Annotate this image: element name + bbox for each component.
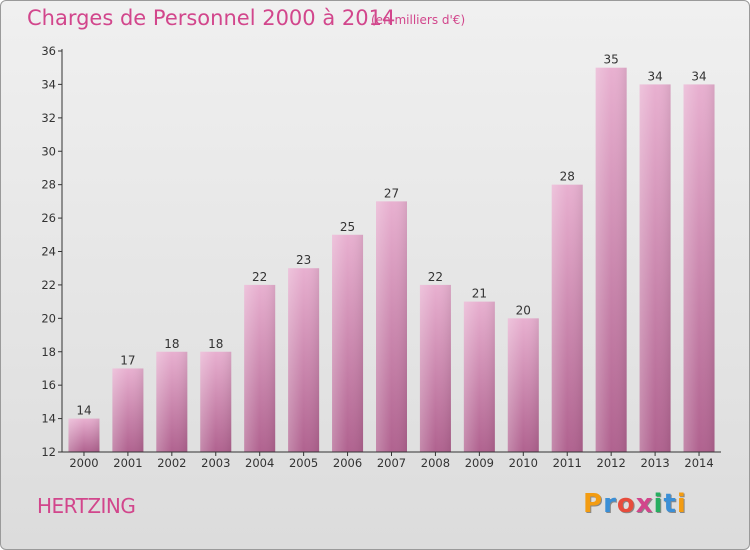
data-label: 34 [647, 69, 662, 83]
proxiti-logo: Proxiti [583, 489, 687, 519]
x-tick-label: 2012 [597, 456, 626, 470]
x-tick-label: 2011 [553, 456, 582, 470]
logo-letter: i [653, 489, 664, 519]
y-tick-label: 28 [41, 178, 56, 192]
y-tick-label: 20 [41, 311, 56, 325]
logo-letter: i [676, 489, 687, 519]
x-tick-label: 2006 [333, 456, 362, 470]
chart-title: Charges de Personnel 2000 à 2014 [27, 6, 396, 30]
bar-shade [112, 368, 144, 452]
x-tick-label: 2010 [509, 456, 538, 470]
x-tick-label: 2004 [245, 456, 274, 470]
bar-shade [639, 84, 671, 453]
bar-shade [200, 351, 232, 452]
data-label: 22 [428, 270, 443, 284]
bar-shade [595, 67, 627, 452]
axes-group: 2000 2001 2002 2003 2004 2005 2006 2007 2008 2009… [41, 44, 721, 470]
data-label: 20 [516, 303, 531, 317]
bar-shade [332, 234, 364, 452]
data-label: 18 [208, 337, 223, 351]
y-tick-label: 36 [41, 44, 56, 58]
x-tick-label: 2000 [69, 456, 98, 470]
data-label: 21 [472, 287, 487, 301]
bar-shade [551, 184, 583, 452]
bar-shade [463, 301, 495, 452]
data-label: 25 [340, 220, 355, 234]
data-label: 35 [604, 53, 619, 67]
data-label: 22 [252, 270, 267, 284]
x-tick-label: 2001 [113, 456, 142, 470]
y-tick-label: 22 [41, 278, 56, 292]
bar-shade [507, 318, 539, 452]
x-tick-label: 2009 [465, 456, 494, 470]
data-label: 17 [120, 353, 135, 367]
x-tick-label: 2002 [157, 456, 186, 470]
y-tick-label: 30 [41, 144, 56, 158]
y-tick-label: 14 [41, 412, 56, 426]
bar-shade [156, 351, 188, 452]
bar-shade [376, 201, 407, 452]
x-tick-label: 2005 [289, 456, 318, 470]
data-label: 14 [76, 404, 91, 418]
logo-letter: o [616, 489, 636, 519]
logo-letter: x [635, 489, 654, 519]
bar-shade [68, 418, 100, 452]
y-tick-label: 32 [41, 111, 56, 125]
x-tick-label: 2003 [201, 456, 230, 470]
logo-letter: t [663, 489, 677, 519]
data-label: 18 [164, 337, 179, 351]
x-tick-label: 2013 [640, 456, 669, 470]
x-tick-label: 2008 [421, 456, 450, 470]
logo-letter: r [603, 489, 617, 519]
y-tick-label: 26 [41, 211, 56, 225]
bar-shade [288, 268, 320, 452]
bar-shade [419, 284, 451, 452]
y-tick-label: 16 [41, 378, 56, 392]
x-tick-label: 2007 [377, 456, 406, 470]
bars-group: 14 17 18 18 22 23 25 27 22 21 20 28 35 34 34 [68, 53, 715, 453]
data-label: 28 [560, 170, 575, 184]
y-tick-label: 18 [41, 345, 56, 359]
data-label: 27 [384, 186, 399, 200]
bar-shade [683, 84, 715, 453]
x-tick-label: 2014 [684, 456, 713, 470]
data-label: 23 [296, 253, 311, 267]
y-tick-label: 12 [41, 445, 56, 459]
data-label: 34 [691, 69, 706, 83]
chart-subtitle: (en milliers d'€) [371, 13, 466, 27]
commune-name: HERTZING [37, 494, 136, 518]
logo-letter: P [583, 489, 604, 519]
bar-shade [244, 284, 276, 452]
y-tick-label: 34 [41, 77, 56, 91]
y-tick-label: 24 [41, 245, 56, 259]
